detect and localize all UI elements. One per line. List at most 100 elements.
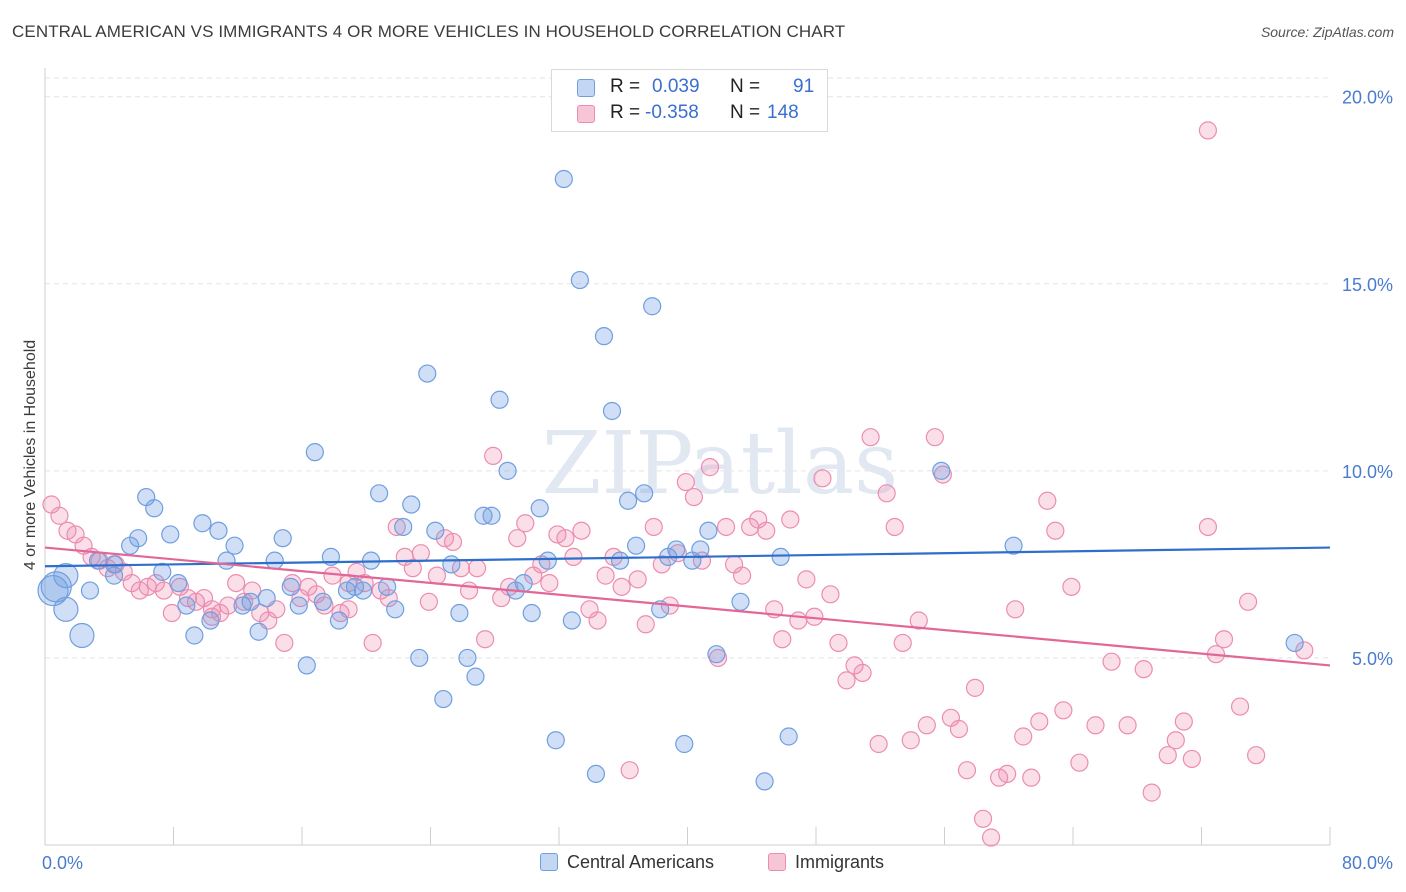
data-point-immigrants (853, 663, 872, 682)
y-tick-label: 15.0% (1342, 275, 1393, 295)
data-point-immigrants (700, 458, 720, 477)
data-point-central-americans (145, 499, 164, 518)
data-point-central-americans (602, 401, 622, 421)
data-point-central-americans (442, 555, 461, 574)
data-point-central-americans (434, 689, 453, 709)
data-point-central-americans (185, 626, 204, 645)
data-point-immigrants (227, 573, 246, 593)
data-point-immigrants (484, 446, 503, 465)
data-point-central-americans (418, 364, 437, 383)
data-point-central-americans (667, 540, 686, 559)
axes (44, 68, 1331, 846)
data-point-immigrants (813, 469, 832, 488)
data-point-central-americans (313, 592, 332, 611)
data-point-central-americans (675, 734, 694, 754)
data-point-immigrants (612, 577, 631, 596)
data-point-central-americans (482, 506, 501, 525)
y-axis-label: 4 or more Vehicles in Household (22, 340, 39, 570)
data-point-immigrants (773, 630, 792, 649)
data-point-immigrants (1230, 697, 1250, 716)
data-point-central-americans (538, 551, 557, 570)
data-point-immigrants (419, 592, 438, 611)
data-point-immigrants (508, 529, 527, 548)
series-immigrants-points (42, 121, 1314, 847)
data-point-central-americans (104, 566, 124, 585)
data-point-central-americans (241, 592, 260, 611)
data-point-central-americans (514, 573, 533, 593)
data-point-immigrants (716, 517, 736, 537)
data-point-central-americans (177, 596, 196, 615)
data-point-immigrants (1214, 630, 1234, 649)
data-point-central-americans (201, 611, 220, 630)
data-point-immigrants (540, 573, 559, 593)
data-point-central-americans (80, 581, 100, 600)
data-point-immigrants (877, 484, 896, 503)
data-point-central-americans (626, 536, 646, 555)
data-point-immigrants (459, 581, 479, 600)
data-point-central-americans (699, 521, 718, 540)
data-point-central-americans (522, 603, 541, 623)
data-point-central-americans (394, 517, 413, 537)
data-point-immigrants (443, 532, 463, 552)
data-point-central-americans (755, 772, 774, 791)
data-point-central-americans (707, 645, 726, 664)
data-point-immigrants (363, 633, 382, 653)
data-point-central-americans (193, 514, 212, 533)
data-point-central-americans (450, 603, 469, 623)
data-point-immigrants (1142, 783, 1161, 802)
data-point-central-americans (1285, 633, 1304, 653)
data-point-immigrants (1295, 641, 1314, 660)
data-point-immigrants (628, 570, 647, 589)
data-point-immigrants (1022, 768, 1041, 787)
data-point-immigrants (323, 566, 342, 585)
data-point-immigrants (1046, 521, 1065, 540)
legend-r-label: R = (610, 102, 641, 123)
data-point-central-americans (610, 551, 630, 570)
bottom-legend-swatch-central-americans (540, 853, 558, 871)
chart-title: CENTRAL AMERICAN VS IMMIGRANTS 4 OR MORE… (12, 22, 846, 41)
data-point-central-americans (731, 592, 750, 611)
data-point-central-americans (217, 551, 236, 570)
legend-n-value: 91 (793, 76, 815, 97)
data-point-immigrants (467, 559, 487, 578)
data-point-central-americans (691, 540, 710, 559)
data-point-central-americans (257, 588, 276, 608)
data-point-central-americans (530, 499, 549, 518)
data-point-central-americans (426, 521, 445, 540)
data-point-immigrants (1030, 712, 1049, 731)
data-point-central-americans (305, 443, 324, 462)
data-point-central-americans (378, 577, 397, 596)
data-point-immigrants (1134, 660, 1153, 679)
bottom-legend-label: Immigrants (795, 852, 885, 872)
bottom-legend-immigrants: Immigrants (768, 852, 884, 876)
x-tick-label: 0.0% (42, 853, 83, 873)
data-point-central-americans (209, 521, 228, 540)
data-point-immigrants (885, 517, 904, 537)
data-point-central-americans (69, 622, 95, 649)
data-point-immigrants (636, 615, 655, 634)
data-point-immigrants (1198, 121, 1218, 140)
data-point-central-americans (779, 727, 798, 746)
data-point-immigrants (901, 731, 920, 750)
y-tick-label: 5.0% (1352, 649, 1393, 669)
data-point-central-americans (402, 495, 421, 514)
data-point-immigrants (1247, 746, 1266, 765)
data-point-immigrants (411, 544, 430, 563)
data-point-central-americans (562, 611, 581, 630)
y-tick-label: 10.0% (1342, 462, 1393, 482)
data-point-central-americans (169, 573, 188, 593)
legend-r-value: 0.039 (652, 76, 700, 97)
data-point-immigrants (861, 428, 880, 447)
y-tick-label: 20.0% (1342, 88, 1393, 108)
data-point-immigrants (1054, 701, 1073, 720)
data-point-central-americans (618, 491, 638, 510)
legend-n-label: N = (730, 102, 761, 123)
data-point-immigrants (652, 555, 671, 574)
data-point-immigrants (596, 566, 615, 585)
data-point-immigrants (925, 428, 944, 447)
data-point-immigrants (1062, 577, 1081, 596)
legend-row-immigrants: R = -0.358 N = 148 (552, 102, 827, 126)
data-point-central-americans (281, 577, 300, 596)
data-point-immigrants (1006, 600, 1025, 619)
data-point-immigrants (387, 517, 406, 537)
